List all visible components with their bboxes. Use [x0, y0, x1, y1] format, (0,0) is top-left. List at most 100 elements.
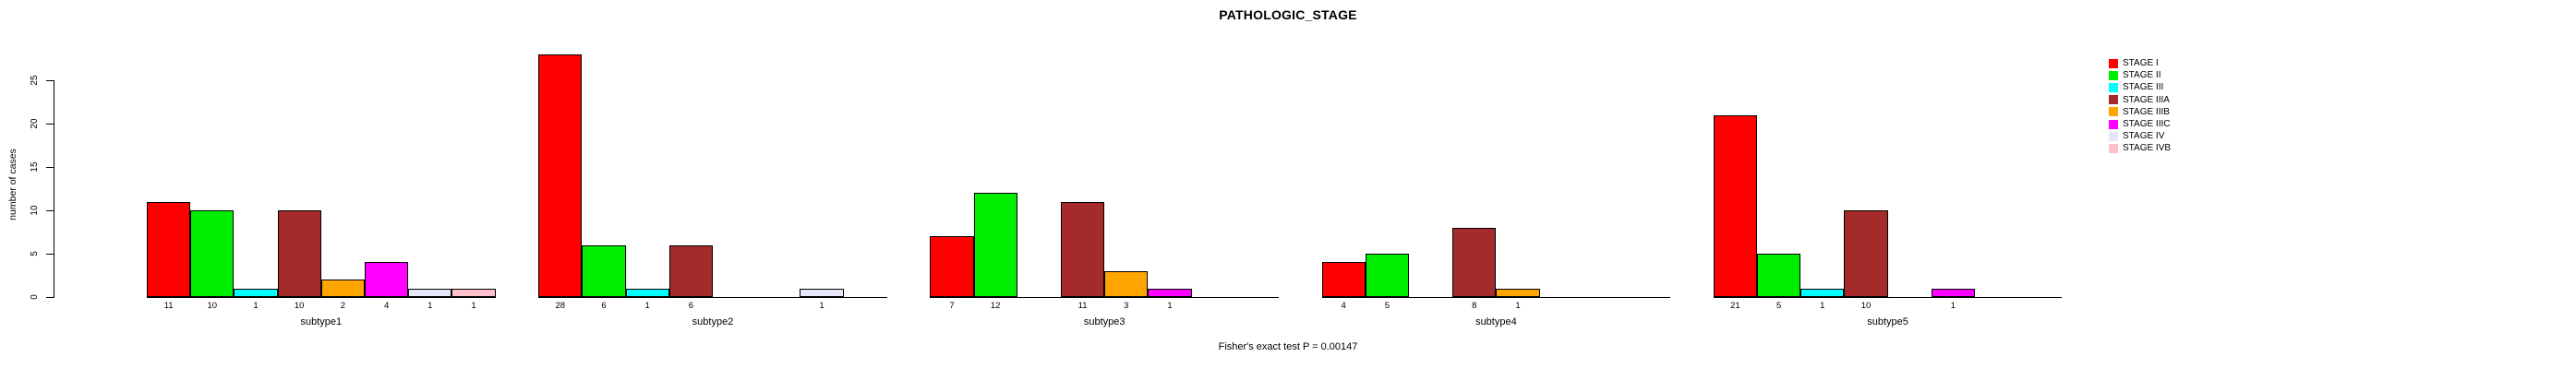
bar-stage-i: [930, 236, 974, 297]
bar-stage-ii: [1757, 254, 1801, 297]
bar-stage-iiia: [1061, 201, 1105, 297]
y-tick-label: 20: [30, 118, 40, 129]
y-tick-label: 0: [30, 294, 40, 300]
bar-value-label: 1: [644, 301, 650, 311]
legend-label: STAGE I: [2123, 58, 2159, 69]
bar-stage-ii: [973, 193, 1017, 297]
bar-value-label: 11: [163, 301, 174, 311]
bar-value-label: 11: [1077, 301, 1088, 311]
legend-row: STAGE III: [2109, 81, 2171, 93]
bar-value-label: 4: [383, 301, 390, 311]
fisher-test-footnote: Fisher's exact test P = 0.00147: [1218, 341, 1358, 352]
x-category-label: subtype1: [300, 316, 343, 327]
bar-value-label: 1: [427, 301, 433, 311]
legend-row: STAGE II: [2109, 69, 2171, 81]
bar-value-label: 28: [555, 301, 566, 311]
legend-row: STAGE IIIC: [2109, 118, 2171, 130]
legend-swatch-icon: [2109, 58, 2118, 68]
bar-value-label: 10: [207, 301, 218, 311]
legend-row: STAGE I: [2109, 57, 2171, 69]
bar-stage-iii: [234, 288, 278, 297]
bar-stage-i: [1713, 114, 1757, 297]
bar-stage-iiic: [1931, 288, 1975, 297]
legend-label: STAGE IVB: [2123, 143, 2172, 154]
bar-stage-ii: [582, 244, 626, 297]
bar-value-label: 1: [1515, 301, 1521, 311]
bar-stage-iiib: [1104, 270, 1149, 297]
bar-stage-ii: [190, 210, 235, 297]
bar-value-label: 8: [1472, 301, 1477, 311]
bar-value-label: 1: [253, 301, 259, 311]
y-tick-label: 10: [30, 205, 40, 216]
bar-value-label: 6: [688, 301, 694, 311]
legend: STAGE I STAGE II STAGE III STAGE IIIA STAGE …: [2109, 57, 2171, 155]
legend-row: STAGE IIIA: [2109, 94, 2171, 106]
x-category-label: subtype3: [1083, 316, 1125, 327]
bar-stage-iiib: [320, 280, 365, 297]
legend-row: STAGE IIIB: [2109, 106, 2171, 118]
bar-value-label: 3: [1124, 301, 1129, 311]
legend-label: STAGE IIIA: [2123, 94, 2170, 105]
legend-row: STAGE IV: [2109, 130, 2171, 142]
y-tick: [46, 80, 54, 81]
y-tick: [46, 167, 54, 168]
bar-stage-iiib: [1496, 288, 1540, 297]
bar-value-label: 1: [471, 301, 476, 311]
bar-stage-iiia: [277, 210, 321, 297]
group-baseline: [930, 297, 1279, 298]
legend-label: STAGE III: [2123, 82, 2164, 93]
legend-swatch-icon: [2109, 95, 2118, 105]
bar-value-label: 1: [1820, 301, 1825, 311]
bar-stage-ivb: [451, 288, 496, 297]
bar-value-label: 1: [1950, 301, 1956, 311]
y-tick: [46, 124, 54, 125]
legend-swatch-icon: [2109, 119, 2118, 129]
bar-stage-iiic: [365, 262, 409, 297]
group-baseline: [1321, 297, 1671, 298]
bar-stage-iii: [625, 288, 669, 297]
y-tick: [46, 210, 54, 211]
bar-value-label: 2: [340, 301, 346, 311]
legend-row: STAGE IVB: [2109, 142, 2171, 154]
bar-value-label: 5: [1384, 301, 1390, 311]
x-category-label: subtype5: [1867, 316, 1908, 327]
legend-label: STAGE IIIB: [2123, 106, 2170, 117]
chart-title: PATHOLOGIC_STAGE: [1219, 7, 1357, 22]
bar-stage-iv: [800, 288, 844, 297]
y-tick-label: 5: [30, 251, 40, 256]
bar-value-label: 7: [949, 301, 955, 311]
bar-value-label: 4: [1341, 301, 1346, 311]
bar-stage-iiia: [668, 244, 713, 297]
bar-value-label: 10: [1860, 301, 1872, 311]
bar-value-label: 5: [1776, 301, 1782, 311]
legend-swatch-icon: [2109, 82, 2118, 92]
bar-stage-i: [1321, 262, 1366, 297]
legend-label: STAGE IV: [2123, 131, 2165, 142]
group-baseline: [1713, 297, 2063, 298]
bar-value-label: 1: [1167, 301, 1173, 311]
bar-stage-iiia: [1844, 210, 1888, 297]
bar-stage-ii: [1365, 254, 1409, 297]
bar-stage-iii: [1800, 288, 1845, 297]
bar-stage-iv: [408, 288, 452, 297]
legend-swatch-icon: [2109, 107, 2118, 117]
bar-value-label: 12: [990, 301, 1001, 311]
y-tick-label: 15: [30, 161, 40, 173]
bar-stage-i: [538, 54, 583, 297]
legend-swatch-icon: [2109, 70, 2118, 80]
legend-label: STAGE II: [2123, 70, 2161, 81]
bar-value-label: 21: [1730, 301, 1740, 311]
y-axis-label: number of cases: [7, 149, 18, 220]
legend-label: STAGE IIIC: [2123, 119, 2171, 130]
y-tick: [46, 254, 54, 255]
bar-value-label: 10: [294, 301, 305, 311]
bar-stage-i: [147, 201, 191, 297]
x-category-label: subtype4: [1475, 316, 1517, 327]
bar-stage-iiia: [1452, 227, 1497, 297]
x-category-label: subtype2: [692, 316, 734, 327]
bar-value-label: 1: [819, 301, 825, 311]
legend-swatch-icon: [2109, 143, 2118, 153]
bar-value-label: 6: [601, 301, 607, 311]
group-baseline: [538, 297, 887, 298]
